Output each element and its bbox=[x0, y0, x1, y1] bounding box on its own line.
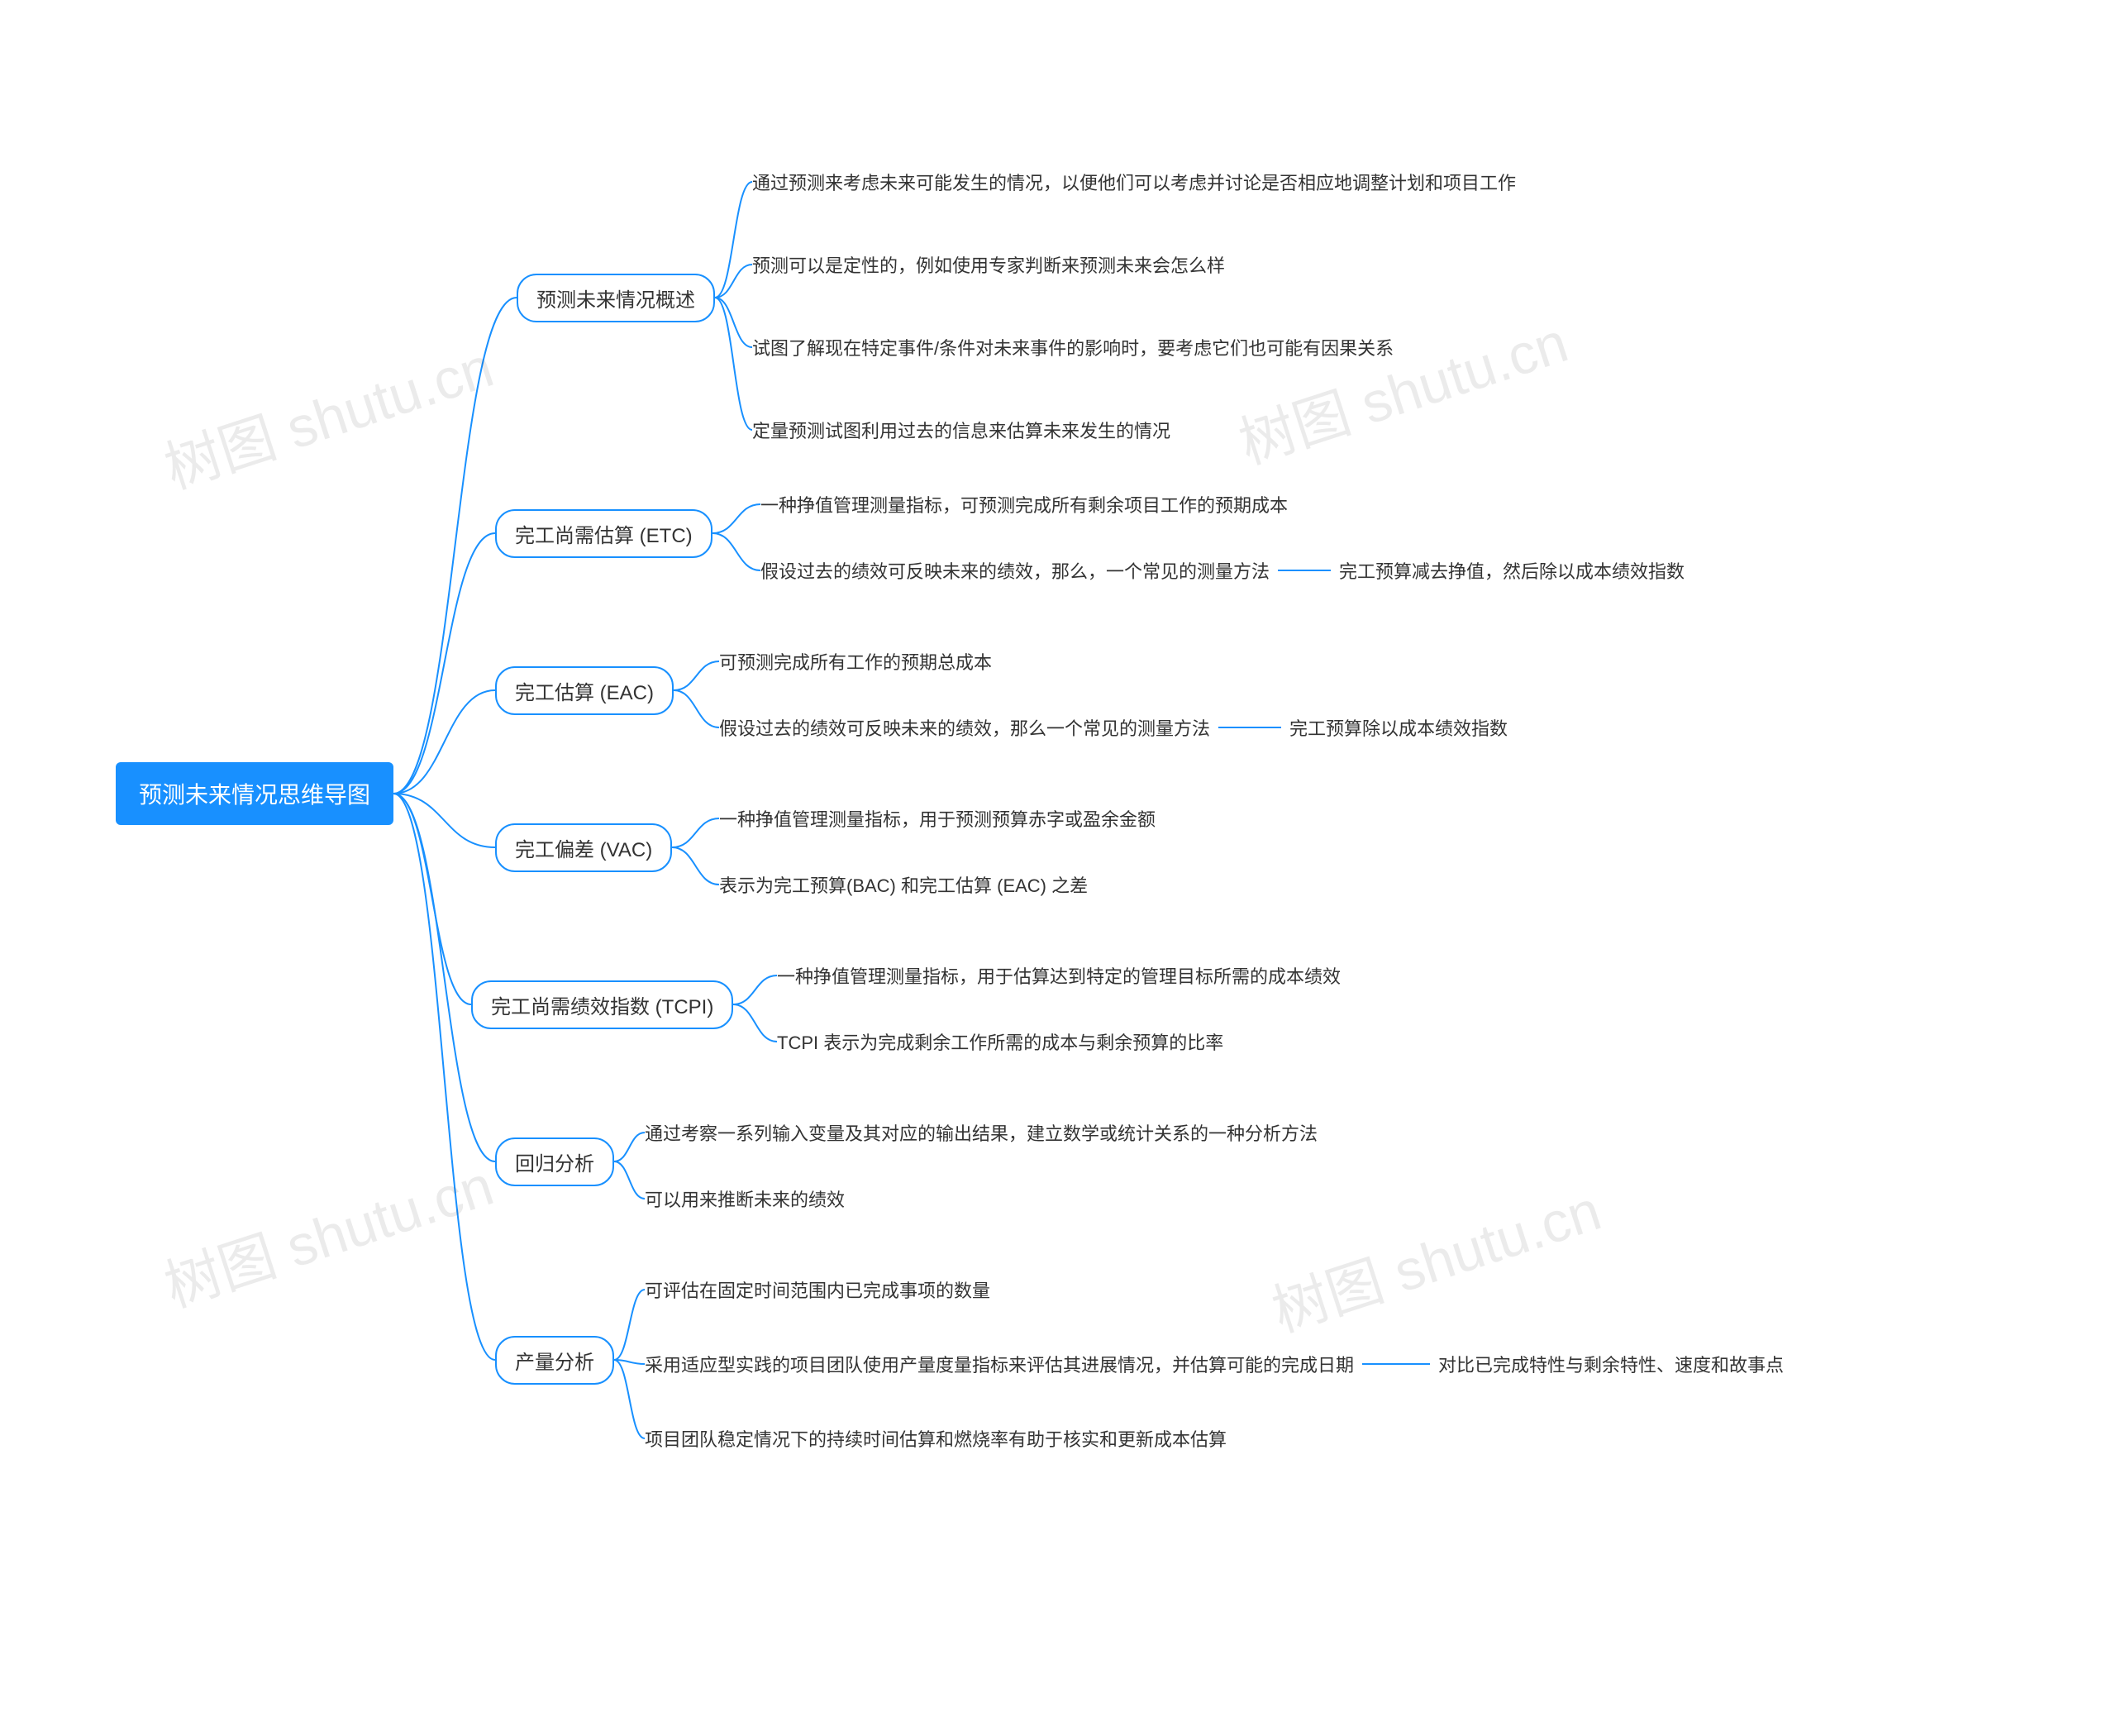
leaf-node-0-3[interactable]: 定量预测试图利用过去的信息来估算未来发生的情况 bbox=[752, 412, 1170, 448]
leaf-node-1-1-0-label: 完工预算减去挣值，然后除以成本绩效指数 bbox=[1339, 561, 1685, 582]
branch-node-4-label: 完工尚需绩效指数 (TCPI) bbox=[491, 996, 713, 1018]
leaf-node-6-0[interactable]: 可评估在固定时间范围内已完成事项的数量 bbox=[645, 1271, 990, 1308]
branch-node-3-label: 完工偏差 (VAC) bbox=[515, 839, 652, 861]
branch-node-2-label: 完工估算 (EAC) bbox=[515, 682, 654, 704]
leaf-node-5-1[interactable]: 可以用来推断未来的绩效 bbox=[645, 1180, 845, 1217]
branch-node-1-label: 完工尚需估算 (ETC) bbox=[515, 525, 693, 547]
mindmap-canvas: 树图 shutu.cn 树图 shutu.cn 树图 shutu.cn 树图 shut… bbox=[0, 0, 2116, 1736]
leaf-node-4-1-label: TCPI 表示为完成剩余工作所需的成本与剩余预算的比率 bbox=[777, 1033, 1223, 1053]
branch-node-3[interactable]: 完工偏差 (VAC) bbox=[495, 823, 672, 872]
leaf-node-5-1-label: 可以用来推断未来的绩效 bbox=[645, 1190, 845, 1210]
leaf-node-4-0[interactable]: 一种挣值管理测量指标，用于估算达到特定的管理目标所需的成本绩效 bbox=[777, 957, 1341, 994]
leaf-node-6-1-0-label: 对比已完成特性与剩余特性、速度和故事点 bbox=[1438, 1355, 1784, 1376]
root-node-label: 预测未来情况思维导图 bbox=[139, 782, 370, 808]
leaf-node-0-1[interactable]: 预测可以是定性的，例如使用专家判断来预测未来会怎么样 bbox=[752, 246, 1225, 283]
leaf-node-2-1-label: 假设过去的绩效可反映未来的绩效，那么一个常见的测量方法 bbox=[719, 718, 1210, 739]
leaf-node-2-1-0-label: 完工预算除以成本绩效指数 bbox=[1289, 718, 1508, 739]
branch-node-4[interactable]: 完工尚需绩效指数 (TCPI) bbox=[471, 980, 733, 1029]
leaf-node-6-1-0[interactable]: 对比已完成特性与剩余特性、速度和故事点 bbox=[1438, 1346, 1784, 1382]
leaf-node-3-1-label: 表示为完工预算(BAC) 和完工估算 (EAC) 之差 bbox=[719, 875, 1088, 896]
leaf-node-6-2[interactable]: 项目团队稳定情况下的持续时间估算和燃烧率有助于核实和更新成本估算 bbox=[645, 1420, 1227, 1457]
leaf-node-5-0-label: 通过考察一系列输入变量及其对应的输出结果，建立数学或统计关系的一种分析方法 bbox=[645, 1123, 1318, 1144]
leaf-node-0-1-label: 预测可以是定性的，例如使用专家判断来预测未来会怎么样 bbox=[752, 255, 1225, 276]
watermark: 树图 shutu.cn bbox=[1261, 1165, 1609, 1347]
watermark: 树图 shutu.cn bbox=[153, 1140, 502, 1323]
leaf-node-1-0-label: 一种挣值管理测量指标，可预测完成所有剩余项目工作的预期成本 bbox=[760, 495, 1288, 516]
branch-node-5-label: 回归分析 bbox=[515, 1153, 594, 1176]
leaf-node-2-1[interactable]: 假设过去的绩效可反映未来的绩效，那么一个常见的测量方法 bbox=[719, 709, 1210, 746]
leaf-node-6-1-label: 采用适应型实践的项目团队使用产量度量指标来评估其进展情况，并估算可能的完成日期 bbox=[645, 1355, 1354, 1376]
branch-node-0[interactable]: 预测未来情况概述 bbox=[517, 274, 715, 322]
branch-node-2[interactable]: 完工估算 (EAC) bbox=[495, 666, 674, 715]
leaf-node-1-1-0[interactable]: 完工预算减去挣值，然后除以成本绩效指数 bbox=[1339, 552, 1685, 589]
leaf-node-2-1-0[interactable]: 完工预算除以成本绩效指数 bbox=[1289, 709, 1508, 746]
leaf-node-6-2-label: 项目团队稳定情况下的持续时间估算和燃烧率有助于核实和更新成本估算 bbox=[645, 1429, 1227, 1450]
leaf-node-5-0[interactable]: 通过考察一系列输入变量及其对应的输出结果，建立数学或统计关系的一种分析方法 bbox=[645, 1114, 1318, 1151]
leaf-node-0-0[interactable]: 通过预测来考虑未来可能发生的情况，以便他们可以考虑并讨论是否相应地调整计划和项目… bbox=[752, 164, 1516, 200]
leaf-node-0-2-label: 试图了解现在特定事件/条件对未来事件的影响时，要考虑它们也可能有因果关系 bbox=[752, 338, 1394, 359]
leaf-node-2-0-label: 可预测完成所有工作的预期总成本 bbox=[719, 652, 992, 673]
root-node[interactable]: 预测未来情况思维导图 bbox=[116, 762, 393, 825]
leaf-node-0-0-label: 通过预测来考虑未来可能发生的情况，以便他们可以考虑并讨论是否相应地调整计划和项目… bbox=[752, 173, 1516, 193]
leaf-node-1-1[interactable]: 假设过去的绩效可反映未来的绩效，那么，一个常见的测量方法 bbox=[760, 552, 1270, 589]
leaf-node-4-1[interactable]: TCPI 表示为完成剩余工作所需的成本与剩余预算的比率 bbox=[777, 1023, 1223, 1060]
branch-node-6[interactable]: 产量分析 bbox=[495, 1336, 614, 1385]
watermark: 树图 shutu.cn bbox=[153, 322, 502, 504]
watermark: 树图 shutu.cn bbox=[1227, 297, 1576, 479]
branch-node-6-label: 产量分析 bbox=[515, 1352, 594, 1374]
leaf-node-6-1[interactable]: 采用适应型实践的项目团队使用产量度量指标来评估其进展情况，并估算可能的完成日期 bbox=[645, 1346, 1354, 1382]
leaf-node-0-2[interactable]: 试图了解现在特定事件/条件对未来事件的影响时，要考虑它们也可能有因果关系 bbox=[752, 329, 1394, 365]
leaf-node-1-1-label: 假设过去的绩效可反映未来的绩效，那么，一个常见的测量方法 bbox=[760, 561, 1270, 582]
branch-node-1[interactable]: 完工尚需估算 (ETC) bbox=[495, 509, 712, 558]
leaf-node-1-0[interactable]: 一种挣值管理测量指标，可预测完成所有剩余项目工作的预期成本 bbox=[760, 486, 1288, 522]
branch-node-5[interactable]: 回归分析 bbox=[495, 1137, 614, 1186]
leaf-node-3-0-label: 一种挣值管理测量指标，用于预测预算赤字或盈余金额 bbox=[719, 809, 1156, 830]
leaf-node-3-1[interactable]: 表示为完工预算(BAC) 和完工估算 (EAC) 之差 bbox=[719, 866, 1088, 903]
leaf-node-0-3-label: 定量预测试图利用过去的信息来估算未来发生的情况 bbox=[752, 421, 1170, 441]
leaf-node-4-0-label: 一种挣值管理测量指标，用于估算达到特定的管理目标所需的成本绩效 bbox=[777, 966, 1341, 987]
leaf-node-6-0-label: 可评估在固定时间范围内已完成事项的数量 bbox=[645, 1281, 990, 1301]
leaf-node-3-0[interactable]: 一种挣值管理测量指标，用于预测预算赤字或盈余金额 bbox=[719, 800, 1156, 837]
branch-node-0-label: 预测未来情况概述 bbox=[536, 289, 695, 312]
leaf-node-2-0[interactable]: 可预测完成所有工作的预期总成本 bbox=[719, 643, 992, 680]
